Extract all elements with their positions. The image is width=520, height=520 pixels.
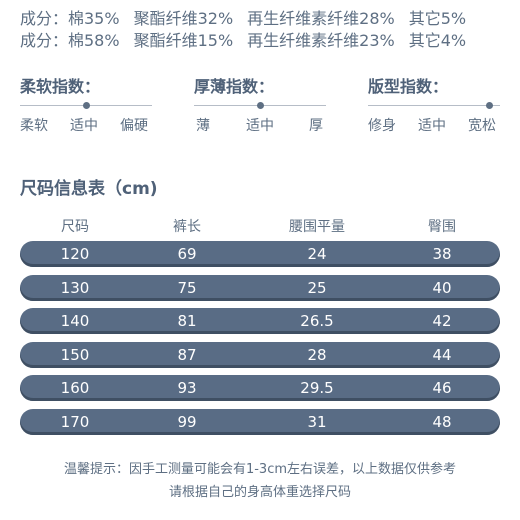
cell-waist: 25 (307, 278, 327, 297)
cell-size: 130 (60, 278, 90, 297)
composition-rayon: 再生纤维素纤维28% (247, 9, 395, 28)
header-hip: 臀围 (428, 219, 456, 235)
cell-size: 170 (60, 412, 90, 431)
cell-hip: 48 (432, 412, 452, 431)
scale-label-thin: 薄 (196, 118, 210, 134)
scale-label-loose: 宽松 (468, 118, 496, 134)
composition-cotton: 成分：棉58% (20, 31, 120, 50)
cell-waist: 29.5 (300, 379, 334, 398)
cell-hip: 42 (432, 312, 452, 331)
cell-length: 81 (177, 312, 197, 331)
measurement-tip: 温馨提示：因手工测量可能会有1-3cm左右误差，以上数据仅供参考 (63, 462, 457, 477)
composition-other: 其它4% (408, 31, 467, 50)
cell-hip: 46 (432, 379, 452, 398)
scale-bar (368, 105, 500, 106)
composition-polyester: 聚酯纤维32% (133, 9, 234, 28)
fit-index: 版型指数： 修身 适中 宽松 (368, 76, 500, 135)
fit-index-scale (368, 101, 500, 111)
cell-waist: 28 (307, 345, 327, 364)
level-marker-dot (83, 102, 90, 109)
header-waist: 腰围平量 (289, 219, 345, 235)
header-size: 尺码 (61, 219, 89, 235)
composition-polyester: 聚酯纤维15% (133, 31, 234, 50)
cell-length: 87 (177, 345, 197, 364)
size-selection-tip: 请根据自己的身高体重选择尺码 (168, 485, 351, 500)
cell-hip: 44 (432, 345, 452, 364)
softness-index-title: 柔软指数： (20, 77, 101, 96)
cell-size: 140 (60, 312, 90, 331)
composition-rayon: 再生纤维素纤维23% (247, 31, 395, 50)
size-table-header: 尺码 裤长 腰围平量 臀围 (20, 216, 500, 238)
scale-label-medium: 适中 (246, 118, 274, 134)
header-length: 裤长 (173, 219, 201, 235)
scale-label-slim: 修身 (368, 118, 396, 134)
cell-waist: 24 (307, 245, 327, 263)
level-marker-dot (486, 102, 493, 109)
composition-cotton: 成分：棉35% (20, 9, 120, 28)
cell-length: 75 (177, 278, 197, 297)
table-row: 160 93 29.5 46 (20, 375, 500, 402)
scale-label-medium: 适中 (418, 118, 446, 134)
scale-label-hard: 偏硬 (120, 118, 148, 134)
cell-waist: 26.5 (300, 312, 334, 331)
table-row: 120 69 24 38 (20, 241, 500, 267)
fit-index-title: 版型指数： (368, 77, 449, 96)
table-row: 140 81 26.5 42 (20, 308, 500, 335)
cell-size: 160 (60, 379, 90, 398)
composition-section: 成分：棉35% 聚酯纤维32% 再生纤维素纤维28% 其它5% 成分：棉58% 聚酯纤维… (20, 8, 480, 52)
size-table-rows: 120 69 24 38 130 75 25 40 140 81 26.5 42… (20, 241, 500, 443)
cell-waist: 31 (307, 412, 327, 431)
thickness-index-labels: 薄 适中 厚 (194, 115, 326, 135)
thickness-index-title: 厚薄指数： (194, 77, 275, 96)
table-row: 170 99 31 48 (20, 408, 500, 435)
table-row: 150 87 28 44 (20, 341, 500, 368)
cell-hip: 38 (432, 245, 452, 263)
cell-size: 120 (60, 245, 90, 263)
softness-index-labels: 柔软 适中 偏硬 (20, 115, 152, 135)
cell-length: 69 (177, 245, 197, 263)
cell-hip: 40 (432, 278, 452, 297)
softness-index-scale (20, 101, 152, 111)
composition-line-1: 成分：棉35% 聚酯纤维32% 再生纤维素纤维28% 其它5% (20, 8, 480, 30)
thickness-index-scale (194, 101, 326, 111)
composition-other: 其它5% (408, 9, 467, 28)
thickness-index: 厚薄指数： 薄 适中 厚 (194, 76, 326, 135)
softness-index: 柔软指数： 柔软 适中 偏硬 (20, 76, 152, 135)
composition-line-2: 成分：棉58% 聚酯纤维15% 再生纤维素纤维23% 其它4% (20, 30, 480, 52)
indices-section: 柔软指数： 柔软 适中 偏硬 厚薄指数： 薄 适中 厚 版型指数： 修身 (20, 76, 500, 136)
scale-label-soft: 柔软 (20, 118, 48, 134)
cell-length: 99 (177, 412, 197, 431)
scale-label-medium: 适中 (70, 118, 98, 134)
table-row: 130 75 25 40 (20, 274, 500, 301)
scale-label-thick: 厚 (309, 118, 323, 134)
size-table-title: 尺码信息表（cm) (20, 179, 158, 199)
level-marker-dot (257, 102, 264, 109)
fit-index-labels: 修身 适中 宽松 (368, 115, 500, 135)
cell-size: 150 (60, 345, 90, 364)
cell-length: 93 (177, 379, 197, 398)
